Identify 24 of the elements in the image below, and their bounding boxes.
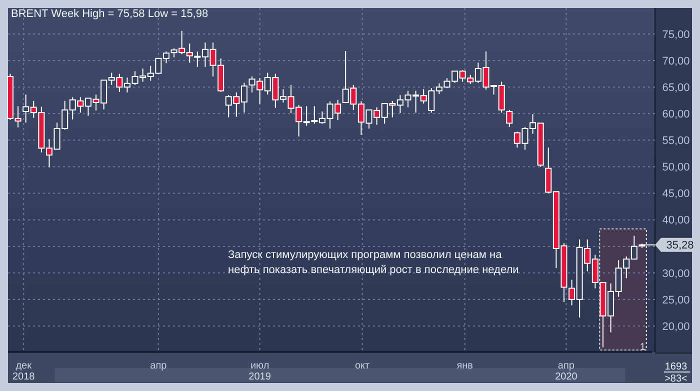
y-tick-label: 40,00	[662, 214, 690, 227]
annotation: Запуск стимулирующих программ позволил ценам на нефть показать впечатляющий рост в последние недели	[228, 249, 519, 276]
y-tick-label: 75,00	[662, 28, 690, 41]
y-tick-label: 25,00	[662, 294, 690, 306]
chart-title: BRENT Week High = 75,58 Low = 15,98	[11, 8, 208, 20]
x-tick-label: янв	[456, 360, 473, 372]
band-label: 1	[640, 342, 646, 353]
annotation: 35,28	[666, 240, 694, 252]
y-tick-label: 50,00	[662, 162, 690, 174]
x-tick-label: апр 2020	[555, 360, 578, 382]
y-tick-label: 55,00	[662, 135, 690, 148]
y-tick-label: 20,00	[662, 320, 690, 333]
text: 1693	[664, 362, 688, 372]
text: >83<	[664, 374, 688, 384]
candlestick	[506, 109, 513, 128]
y-tick-label: 65,00	[662, 82, 690, 94]
x-tick-label: июл 2019	[248, 360, 272, 382]
y-tick-label: 45,00	[662, 188, 690, 200]
x-tick-label: апр	[150, 360, 168, 372]
y-tick-label: 30,00	[662, 268, 690, 280]
y-tick-label: 60,00	[662, 108, 690, 120]
x-tick-label: окт	[354, 360, 370, 372]
y-tick-label: 70,00	[662, 55, 690, 68]
x-tick-label: дек 2018	[12, 360, 36, 382]
